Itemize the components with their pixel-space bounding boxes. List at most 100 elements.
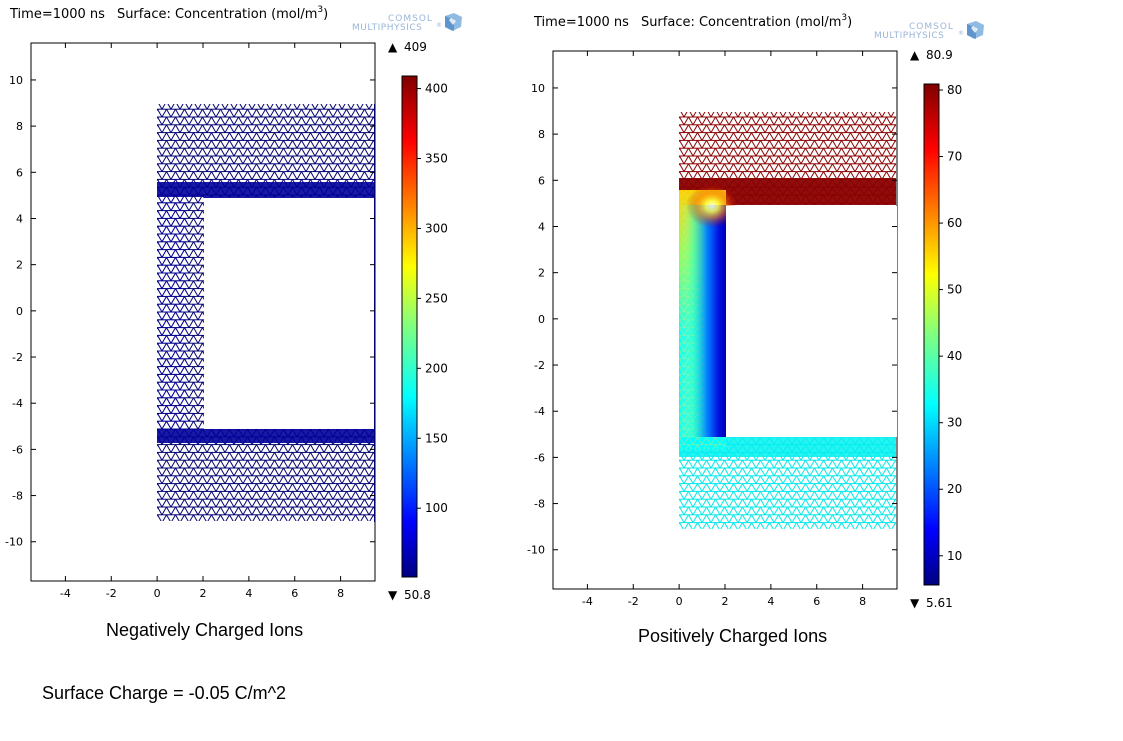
colorbar-tick-label: 100 <box>425 501 448 515</box>
y-tick-label: 6 <box>16 166 23 179</box>
field-surface <box>679 112 897 529</box>
x-tick-label: 6 <box>813 595 820 608</box>
x-tick-label: 8 <box>859 595 866 608</box>
top-arm-dense <box>157 182 374 198</box>
x-tick-label: 0 <box>154 587 161 600</box>
colorbar-tick-label: 150 <box>425 431 448 445</box>
positive-ions-plot: Time=1000 ns Surface: Concentration (mol/… <box>527 13 984 610</box>
quantity-label: Surface: Concentration (mol/m <box>117 7 317 22</box>
y-tick-label: 0 <box>16 305 23 318</box>
y-tick-label: 4 <box>538 220 545 233</box>
colorbar-tick-label: 200 <box>425 361 448 375</box>
domain-boundary-mask <box>374 104 375 522</box>
colorbar-tick-label: 70 <box>947 150 962 164</box>
x-tick-label: 4 <box>245 587 252 600</box>
axes: -4 -2 0 2 4 6 8 -10 -8 -6 -4 -2 0 2 4 6 8 10 <box>5 43 375 600</box>
colorbar-gradient <box>401 75 418 578</box>
logo-reg: ® <box>436 22 442 29</box>
logo-reg: ® <box>958 30 964 37</box>
y-tick-label: -2 <box>12 351 23 364</box>
colorbar-tick-label: 250 <box>425 291 448 305</box>
mesh-top-arm <box>157 104 374 197</box>
colorbar-tick-label: 30 <box>947 416 962 430</box>
x-tick-label: 8 <box>337 587 344 600</box>
colorbar-tick-label: 20 <box>947 482 962 496</box>
x-tick-label: -4 <box>582 595 593 608</box>
logo-cube-icon <box>967 21 984 39</box>
comsol-logo: COMSOL MULTIPHYSICS ® <box>874 21 984 41</box>
colorbar-tick-label: 350 <box>425 152 448 166</box>
y-tick-label: -2 <box>534 359 545 372</box>
mesh-bottom-arm <box>157 429 374 521</box>
max-value-label: 80.9 <box>926 48 953 62</box>
surface-charge-note: Surface Charge = -0.05 C/m^2 <box>42 683 287 703</box>
x-tick-label: 4 <box>767 595 774 608</box>
y-tick-label: 2 <box>538 267 545 280</box>
colorbar: 10 20 30 40 50 60 70 80 ▲ 80.9 ▼ 5.61 <box>910 48 962 610</box>
y-tick-label: 10 <box>9 74 23 87</box>
x-tick-label: -2 <box>628 595 639 608</box>
x-tick-label: 6 <box>291 587 298 600</box>
plot-title: Time=1000 ns Surface: Concentration (mol/… <box>9 5 328 22</box>
colorbar-tick-label: 80 <box>947 83 962 97</box>
bottom-arm-dense <box>157 429 374 443</box>
y-tick-label: 10 <box>531 82 545 95</box>
y-tick-label: -4 <box>534 405 545 418</box>
logo-line2: MULTIPHYSICS <box>874 31 944 41</box>
unit-superscript: 3 <box>317 5 323 15</box>
y-tick-label: 2 <box>16 259 23 272</box>
max-value-label: 409 <box>404 40 427 54</box>
y-tick-label: -8 <box>534 498 545 511</box>
cutout <box>726 206 897 437</box>
x-tick-label: 0 <box>676 595 683 608</box>
y-tick-label: -6 <box>534 451 545 464</box>
y-tick-label: 6 <box>538 174 545 187</box>
logo-line1: COMSOL <box>388 14 433 24</box>
colorbar-tick-label: 50 <box>947 283 962 297</box>
plot-title: Time=1000 ns Surface: Concentration (mol/… <box>533 13 852 30</box>
comsol-logo: COMSOL MULTIPHYSICS ® <box>352 13 462 33</box>
colorbar: 100 150 200 250 300 350 400 ▲ 409 ▼ 50.8 <box>388 40 448 602</box>
max-marker: ▲ <box>910 48 920 62</box>
channel-mesh-overlay <box>157 197 187 429</box>
y-tick-label: -4 <box>12 397 23 410</box>
colorbar-tick-label: 400 <box>425 82 448 96</box>
y-tick-label: -10 <box>527 544 545 557</box>
y-tick-label: -6 <box>12 443 23 456</box>
colorbar-tick-label: 300 <box>425 221 448 235</box>
unit-superscript: 3 <box>841 13 847 23</box>
corner-hotspot <box>686 184 738 228</box>
title-close: ) <box>323 7 328 22</box>
logo-line1: COMSOL <box>909 22 954 32</box>
y-tick-label: 8 <box>16 120 23 133</box>
y-tick-label: -8 <box>12 490 23 503</box>
max-marker: ▲ <box>388 40 398 54</box>
colorbar-ticks: 100 150 200 250 300 350 400 <box>417 82 448 515</box>
caption-negative: Negatively Charged Ions <box>106 620 304 640</box>
y-tick-label: 8 <box>538 128 545 141</box>
colorbar-gradient <box>923 83 940 586</box>
x-tick-label: -2 <box>106 587 117 600</box>
logo-line2: MULTIPHYSICS <box>352 23 422 33</box>
field-surface <box>157 104 375 522</box>
cutout <box>204 198 375 429</box>
title-close: ) <box>847 15 852 30</box>
x-tick-label: 2 <box>200 587 207 600</box>
quantity-label: Surface: Concentration (mol/m <box>641 15 841 30</box>
y-tick-label: 4 <box>16 212 23 225</box>
x-tick-label: 2 <box>722 595 729 608</box>
time-label: Time=1000 ns <box>9 7 105 22</box>
min-marker: ▼ <box>910 596 920 610</box>
logo-cube-icon <box>445 13 462 31</box>
min-value-label: 5.61 <box>926 596 953 610</box>
colorbar-tick-label: 10 <box>947 549 962 563</box>
x-tick-label: -4 <box>60 587 71 600</box>
channel-gradient <box>679 205 726 437</box>
time-label: Time=1000 ns <box>533 15 629 30</box>
colorbar-ticks: 10 20 30 40 50 60 70 80 <box>939 83 962 563</box>
min-value-label: 50.8 <box>404 588 431 602</box>
y-tick-label: -10 <box>5 536 23 549</box>
bottom-arm-dense <box>679 437 896 457</box>
caption-positive: Positively Charged Ions <box>638 626 828 646</box>
